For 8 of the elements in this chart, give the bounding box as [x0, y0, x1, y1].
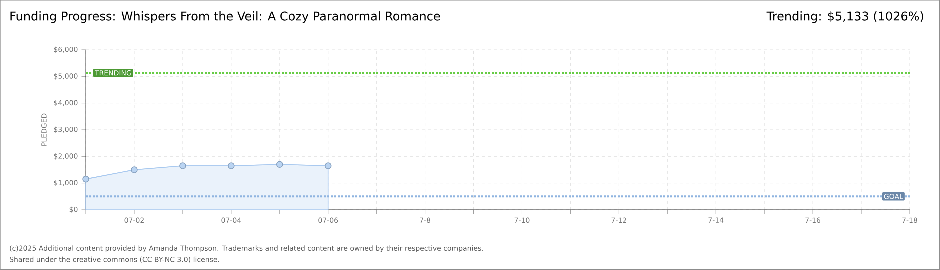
point [276, 161, 284, 168]
text: Trending: $5,133 (1026%) [766, 12, 924, 24]
point [228, 162, 235, 170]
point [131, 166, 138, 174]
point [180, 162, 186, 170]
chart-title: Funding Progress: Whispers From the Veil: A Cozy Paranormal Romance [10, 12, 440, 24]
point [82, 176, 90, 183]
point [324, 162, 332, 170]
